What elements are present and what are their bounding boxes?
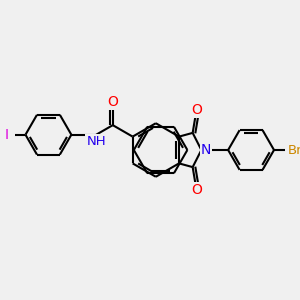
Text: I: I <box>4 128 8 142</box>
Text: NH: NH <box>86 135 106 148</box>
Text: O: O <box>191 183 202 197</box>
Text: N: N <box>201 143 211 157</box>
Text: Br: Br <box>288 143 300 157</box>
Text: O: O <box>107 95 118 109</box>
Text: O: O <box>191 103 202 117</box>
